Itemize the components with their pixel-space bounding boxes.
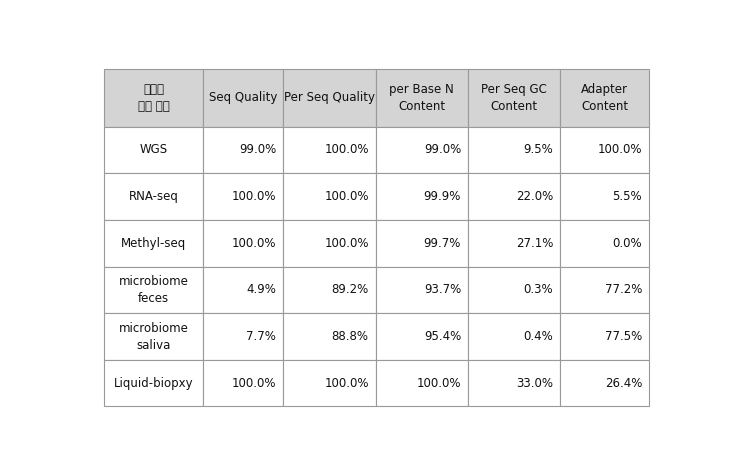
Text: 100.0%: 100.0% (324, 377, 369, 390)
Bar (560, 267, 649, 313)
Bar (560, 127, 649, 173)
Bar (468, 313, 560, 360)
Bar (283, 313, 376, 360)
Text: Per Seq Quality: Per Seq Quality (284, 91, 375, 105)
Text: 100.0%: 100.0% (232, 377, 276, 390)
Bar (376, 220, 468, 267)
Bar (283, 360, 376, 406)
Bar (203, 127, 283, 173)
Text: microbiome
feces: microbiome feces (118, 275, 188, 305)
Text: 95.4%: 95.4% (424, 330, 461, 343)
Text: WGS: WGS (140, 143, 168, 156)
Bar (283, 173, 376, 220)
Bar (104, 360, 203, 406)
Text: 100.0%: 100.0% (232, 237, 276, 250)
Text: 33.0%: 33.0% (516, 377, 553, 390)
Bar (104, 220, 203, 267)
Text: 데이터
세부 종류: 데이터 세부 종류 (137, 83, 169, 113)
Text: Liquid-biopxy: Liquid-biopxy (114, 377, 193, 390)
Text: 9.5%: 9.5% (523, 143, 553, 156)
Text: 27.1%: 27.1% (516, 237, 553, 250)
Text: 77.2%: 77.2% (605, 284, 642, 296)
Bar (203, 313, 283, 360)
Bar (104, 267, 203, 313)
Bar (203, 267, 283, 313)
Text: Per Seq GC
Content: Per Seq GC Content (481, 83, 547, 113)
Bar (376, 127, 468, 173)
Bar (560, 220, 649, 267)
Bar (283, 127, 376, 173)
Text: 89.2%: 89.2% (331, 284, 369, 296)
Bar (376, 313, 468, 360)
Bar (560, 360, 649, 406)
Bar (468, 69, 560, 127)
Text: microbiome
saliva: microbiome saliva (118, 322, 188, 351)
Bar (468, 173, 560, 220)
Text: Methyl-seq: Methyl-seq (121, 237, 186, 250)
Text: Seq Quality: Seq Quality (209, 91, 277, 105)
Bar (283, 69, 376, 127)
Text: 99.0%: 99.0% (424, 143, 461, 156)
Bar (203, 69, 283, 127)
Text: per Base N
Content: per Base N Content (390, 83, 454, 113)
Text: 0.4%: 0.4% (523, 330, 553, 343)
Bar (283, 267, 376, 313)
Bar (104, 127, 203, 173)
Text: RNA-seq: RNA-seq (129, 190, 179, 203)
Bar (468, 220, 560, 267)
Bar (203, 360, 283, 406)
Bar (560, 173, 649, 220)
Text: 22.0%: 22.0% (516, 190, 553, 203)
Text: 100.0%: 100.0% (232, 190, 276, 203)
Text: 26.4%: 26.4% (605, 377, 642, 390)
Bar (104, 313, 203, 360)
Text: 99.0%: 99.0% (239, 143, 276, 156)
Bar (560, 313, 649, 360)
Bar (468, 267, 560, 313)
Bar (283, 220, 376, 267)
Bar (560, 69, 649, 127)
Text: Adapter
Content: Adapter Content (581, 83, 628, 113)
Text: 88.8%: 88.8% (331, 330, 369, 343)
Bar (203, 220, 283, 267)
Text: 100.0%: 100.0% (324, 190, 369, 203)
Text: 100.0%: 100.0% (417, 377, 461, 390)
Text: 77.5%: 77.5% (605, 330, 642, 343)
Text: 93.7%: 93.7% (424, 284, 461, 296)
Text: 4.9%: 4.9% (246, 284, 276, 296)
Text: 100.0%: 100.0% (324, 143, 369, 156)
Bar (376, 267, 468, 313)
Bar (376, 173, 468, 220)
Bar (376, 69, 468, 127)
Bar (203, 173, 283, 220)
Bar (376, 360, 468, 406)
Text: 99.7%: 99.7% (423, 237, 461, 250)
Text: 99.9%: 99.9% (423, 190, 461, 203)
Bar (104, 69, 203, 127)
Text: 7.7%: 7.7% (246, 330, 276, 343)
Text: 100.0%: 100.0% (324, 237, 369, 250)
Bar (468, 127, 560, 173)
Text: 0.0%: 0.0% (612, 237, 642, 250)
Bar (104, 173, 203, 220)
Bar (468, 360, 560, 406)
Text: 100.0%: 100.0% (598, 143, 642, 156)
Text: 5.5%: 5.5% (612, 190, 642, 203)
Text: 0.3%: 0.3% (524, 284, 553, 296)
